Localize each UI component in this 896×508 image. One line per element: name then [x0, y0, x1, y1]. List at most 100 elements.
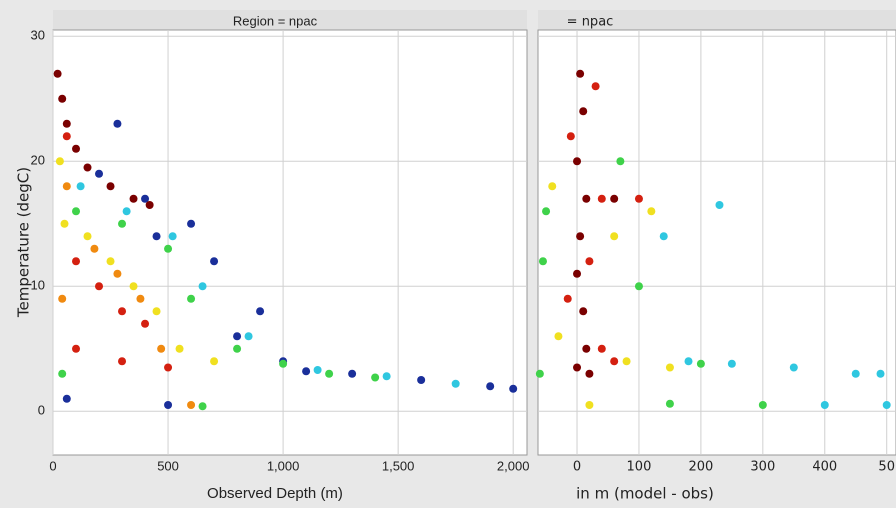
point	[106, 257, 115, 266]
point	[187, 219, 196, 228]
point	[198, 402, 207, 411]
point	[58, 294, 67, 303]
x-axis-title: Observed Depth (m)	[207, 485, 343, 502]
point	[696, 359, 705, 368]
point	[585, 257, 594, 266]
point	[417, 376, 426, 384]
point	[83, 163, 92, 172]
point	[665, 399, 674, 408]
x-tick-label: 0	[573, 460, 581, 475]
point	[542, 207, 551, 216]
x-axis-title: in m (model - obs)	[576, 485, 714, 503]
x-tick-label: 1,500	[382, 458, 415, 473]
point	[141, 319, 150, 328]
point	[579, 107, 588, 116]
point	[62, 182, 71, 191]
y-tick-label: 30	[31, 28, 45, 43]
point	[566, 132, 575, 141]
point	[175, 344, 184, 353]
point	[279, 359, 288, 368]
x-tick-label: 500	[157, 458, 179, 473]
point	[597, 194, 606, 203]
point	[233, 332, 242, 341]
point	[113, 119, 122, 128]
point	[76, 182, 85, 191]
point	[122, 207, 131, 216]
point	[164, 363, 173, 372]
point	[72, 207, 81, 216]
point	[168, 232, 177, 241]
point	[451, 379, 460, 388]
point	[585, 401, 594, 409]
y-tick-label: 20	[31, 153, 45, 168]
x-tick-label: 1,000	[267, 458, 300, 473]
point	[371, 373, 380, 382]
point	[325, 369, 334, 378]
point	[106, 182, 115, 191]
point	[157, 344, 166, 353]
point	[313, 366, 322, 374]
point	[118, 219, 127, 228]
plot-area	[52, 29, 528, 456]
point	[576, 69, 585, 78]
point	[60, 219, 69, 228]
point	[563, 294, 572, 303]
point	[164, 244, 173, 253]
point	[382, 372, 391, 381]
x-tick-label: 50	[878, 460, 895, 475]
point	[118, 307, 127, 316]
point	[585, 369, 594, 378]
point	[684, 357, 693, 366]
point	[164, 401, 173, 409]
x-tick-label: 2,000	[497, 458, 530, 473]
strip	[53, 10, 527, 30]
point	[72, 144, 81, 153]
x-tick-label: 0	[49, 458, 56, 473]
point	[509, 384, 518, 393]
panel-title: = npac	[567, 15, 614, 30]
point	[145, 201, 154, 209]
point	[727, 359, 736, 368]
point	[95, 282, 104, 291]
point	[573, 157, 582, 166]
point	[597, 344, 606, 353]
point	[610, 232, 619, 241]
point	[118, 357, 127, 366]
point	[187, 294, 196, 303]
point	[610, 357, 619, 366]
point	[113, 269, 122, 278]
point	[851, 369, 860, 378]
point	[152, 307, 161, 316]
point	[715, 201, 724, 209]
point	[129, 282, 138, 291]
point	[554, 332, 563, 341]
point	[72, 344, 81, 353]
point	[538, 257, 547, 266]
panel-title: Region = npac	[233, 13, 318, 28]
x-tick-label: 100	[627, 460, 652, 475]
x-tick-label: 400	[812, 460, 837, 475]
point	[141, 194, 150, 203]
point	[302, 367, 311, 376]
point	[95, 169, 104, 178]
point	[486, 382, 495, 391]
point	[548, 182, 557, 191]
point	[758, 401, 767, 409]
point	[58, 369, 67, 378]
point	[90, 244, 99, 253]
point	[55, 157, 64, 166]
point	[233, 344, 242, 353]
point	[876, 369, 885, 378]
point	[72, 257, 81, 266]
point	[136, 294, 145, 303]
point	[616, 157, 625, 166]
point	[582, 194, 591, 203]
point	[152, 232, 161, 241]
point	[210, 257, 219, 266]
y-tick-label: 10	[31, 278, 45, 293]
point	[573, 363, 582, 372]
point	[820, 401, 829, 409]
point	[579, 307, 588, 316]
strip	[538, 10, 896, 30]
y-tick-label: 0	[38, 403, 45, 418]
